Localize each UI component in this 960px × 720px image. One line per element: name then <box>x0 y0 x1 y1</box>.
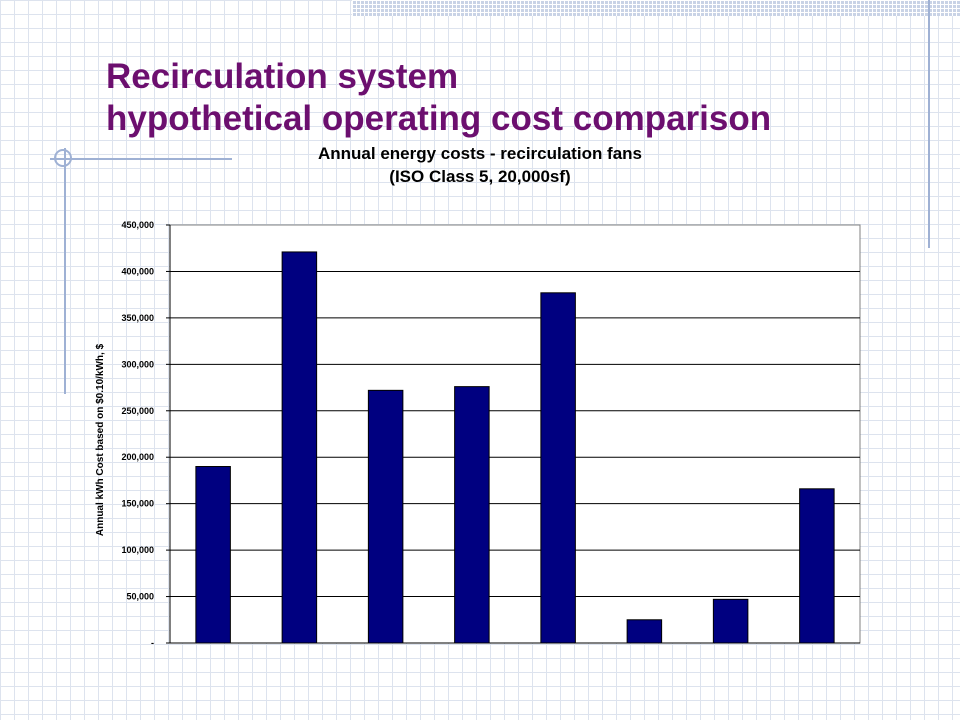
y-tick-label: 400,000 <box>121 266 154 276</box>
slide-title-line-1: Recirculation system <box>106 57 459 96</box>
decorative-top-band <box>352 0 960 16</box>
slide-title: Recirculation system hypothetical operat… <box>106 56 771 140</box>
y-tick-label: 50,000 <box>126 592 154 602</box>
y-tick-label: 450,000 <box>121 220 154 230</box>
bar-8 <box>799 488 835 644</box>
y-axis-ticks: - 50,000 100,000 150,000 200,000 250,000 300,0… <box>121 220 170 648</box>
decorative-left-line <box>64 148 66 394</box>
y-tick-label: 100,000 <box>121 545 154 555</box>
y-tick-label: 150,000 <box>121 499 154 509</box>
chart-title: Annual energy costs - recirculation fans… <box>200 142 760 188</box>
decorative-right-line <box>928 0 930 248</box>
decorative-horizontal-line <box>50 158 232 160</box>
bar-2 <box>281 251 318 644</box>
bars <box>195 251 835 644</box>
bar-5 <box>540 292 576 644</box>
y-tick-label: 200,000 <box>121 452 154 462</box>
chart-subtitle: (ISO Class 5, 20,000sf) <box>389 167 571 186</box>
chart-title-main: Annual energy costs - recirculation fans <box>317 144 643 163</box>
bar-7 <box>712 598 749 644</box>
y-tick-label: - <box>151 638 154 648</box>
y-axis-label: Annual kWh Cost based on $0.10/kWh, $ <box>95 343 106 536</box>
bar-3 <box>367 389 404 644</box>
decorative-circle <box>54 149 72 167</box>
bar-4 <box>454 386 490 644</box>
bar-1 <box>195 466 231 644</box>
slide-title-line-2: hypothetical operating cost comparison <box>106 99 772 138</box>
y-tick-label: 300,000 <box>121 359 154 369</box>
y-tick-label: 250,000 <box>121 406 154 416</box>
bar-6 <box>626 619 663 644</box>
y-tick-label: 350,000 <box>121 313 154 323</box>
plot-area <box>169 224 861 644</box>
